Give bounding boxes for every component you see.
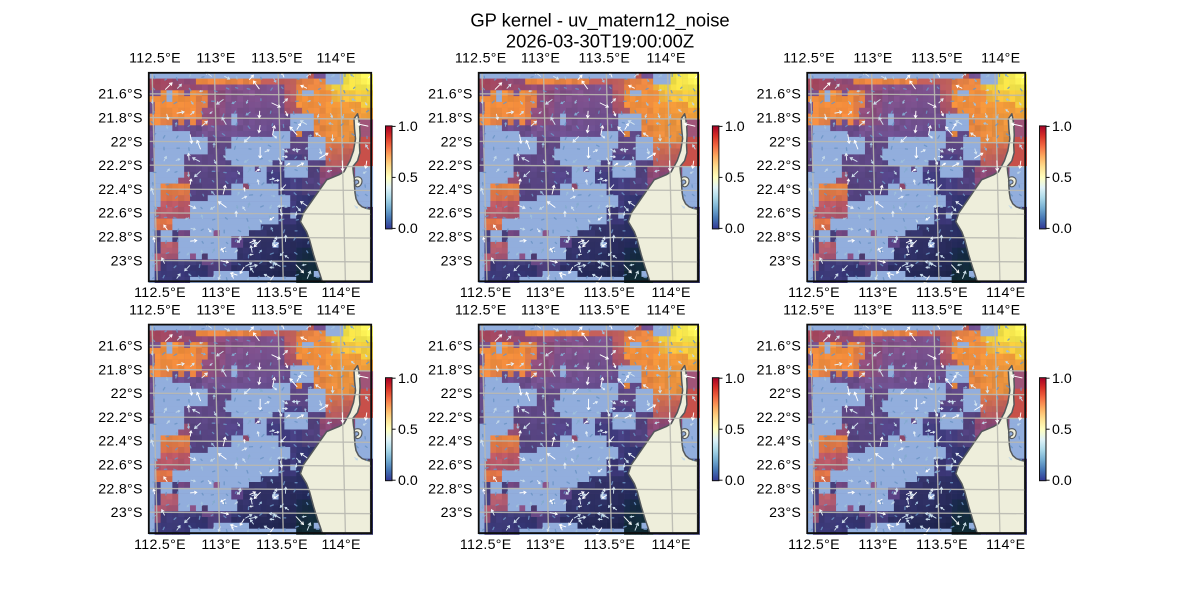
svg-text:2026-03-30T19:00:00Z: 2026-03-30T19:00:00Z — [506, 31, 694, 52]
svg-text:GP kernel - uv_matern12_noise: GP kernel - uv_matern12_noise — [470, 10, 729, 32]
